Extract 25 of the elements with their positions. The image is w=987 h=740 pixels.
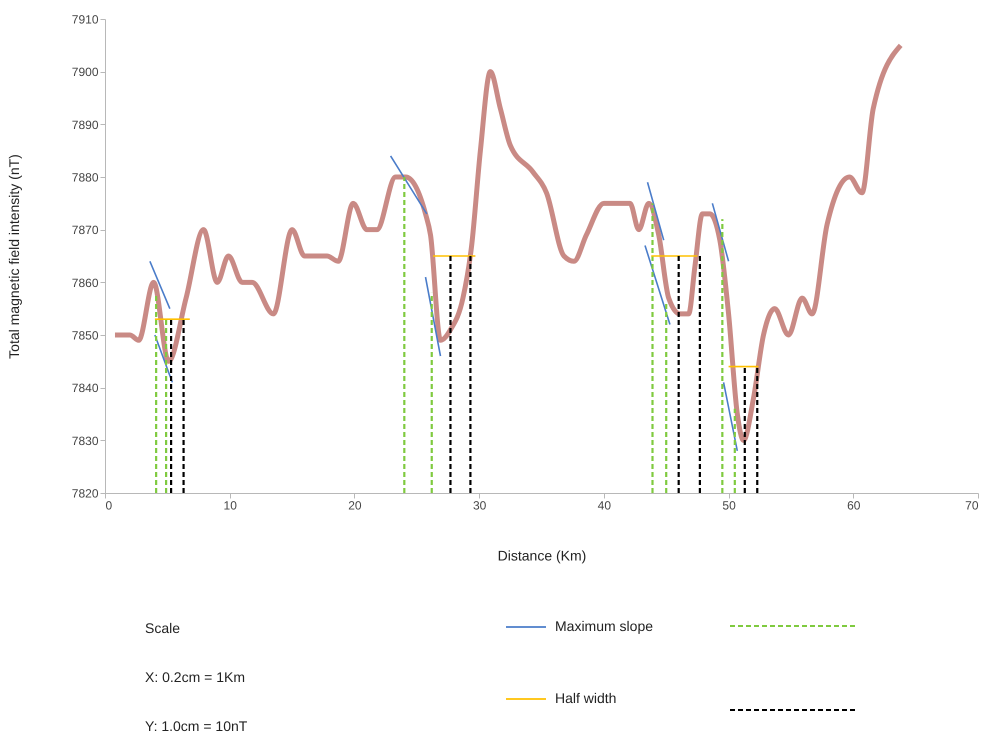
x-tick-label: 60 [847, 498, 861, 512]
x-tick-label: 30 [472, 498, 487, 512]
y-tick-label: 7900 [72, 65, 99, 80]
legend-label: Half width [555, 690, 616, 706]
y-tick-label: 7840 [72, 381, 99, 396]
text: Y: 1.0cm = 10nT [145, 718, 248, 734]
y-tick-label: 7890 [72, 118, 99, 132]
legend-label: Maximum slope [555, 618, 654, 634]
x-tick-label: 50 [722, 498, 736, 512]
x-tick-label: 10 [224, 498, 238, 512]
y-tick-label: 7850 [72, 328, 99, 342]
x-tick-label: 0 [106, 498, 112, 512]
y-tick-label: 7870 [72, 223, 99, 238]
y-axis-title: Total magnetic field intensity (nT) [6, 154, 22, 359]
y-tick-label: 7880 [72, 170, 99, 184]
y-tick-label: 7860 [72, 276, 99, 290]
text: Scale [145, 620, 180, 636]
text: X: 0.2cm = 1Km [145, 669, 245, 685]
y-tick-label: 7820 [72, 486, 99, 500]
y-tick-label: 7910 [72, 12, 99, 26]
x-tick-label: 40 [598, 498, 612, 512]
y-tick-label: 7830 [72, 434, 99, 448]
x-axis-title: Distance (Km) [498, 548, 586, 564]
x-tick-label: 70 [965, 498, 979, 512]
x-tick-label: 20 [348, 498, 362, 512]
